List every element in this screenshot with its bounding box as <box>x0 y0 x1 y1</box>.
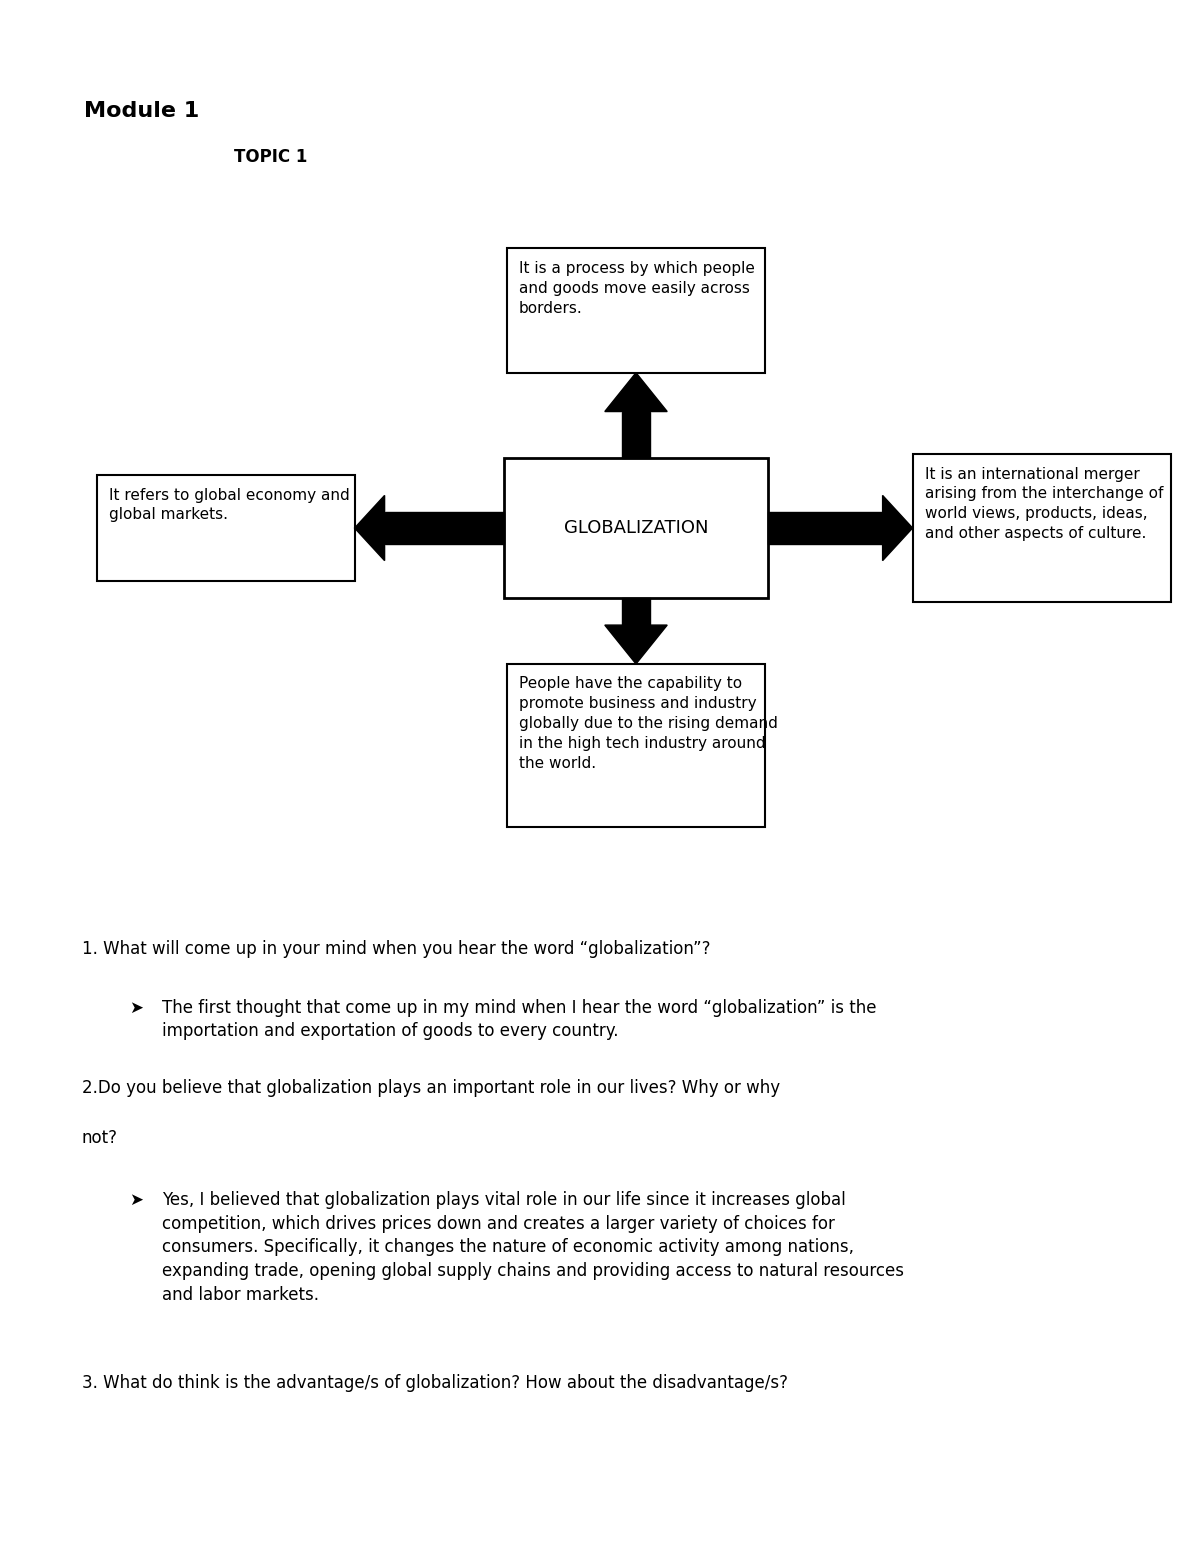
Bar <box>623 412 650 458</box>
Text: Yes, I believed that globalization plays vital role in our life since it increas: Yes, I believed that globalization plays… <box>162 1191 904 1303</box>
Text: The first thought that come up in my mind when I hear the word “globalization” i: The first thought that come up in my min… <box>162 999 876 1041</box>
Text: People have the capability to
promote business and industry
globally due to the : People have the capability to promote bu… <box>520 677 778 770</box>
Bar <box>508 248 766 373</box>
Polygon shape <box>605 624 667 665</box>
Text: ➤: ➤ <box>130 1191 144 1210</box>
Text: It is an international merger
arising from the interchange of
world views, produ: It is an international merger arising fr… <box>924 466 1163 540</box>
Bar <box>97 475 355 581</box>
Text: 1. What will come up in your mind when you hear the word “globalization”?: 1. What will come up in your mind when y… <box>82 940 710 958</box>
Text: It is a process by which people
and goods move easily across
borders.: It is a process by which people and good… <box>520 261 755 315</box>
Text: GLOBALIZATION: GLOBALIZATION <box>564 519 708 537</box>
Text: It refers to global economy and
global markets.: It refers to global economy and global m… <box>108 488 349 522</box>
Bar <box>768 512 882 544</box>
Bar <box>623 598 650 624</box>
Bar <box>385 512 504 544</box>
Bar <box>504 458 768 598</box>
Bar <box>912 455 1171 601</box>
Polygon shape <box>355 495 385 561</box>
Text: ➤: ➤ <box>130 999 144 1017</box>
Text: TOPIC 1: TOPIC 1 <box>234 148 307 166</box>
Text: Module 1: Module 1 <box>84 101 199 121</box>
Text: 2.Do you believe that globalization plays an important role in our lives? Why or: 2.Do you believe that globalization play… <box>82 1079 780 1148</box>
Polygon shape <box>605 373 667 412</box>
Polygon shape <box>882 495 912 561</box>
Bar <box>508 665 766 826</box>
Text: 3. What do think is the advantage/s of globalization? How about the disadvantage: 3. What do think is the advantage/s of g… <box>82 1374 787 1393</box>
